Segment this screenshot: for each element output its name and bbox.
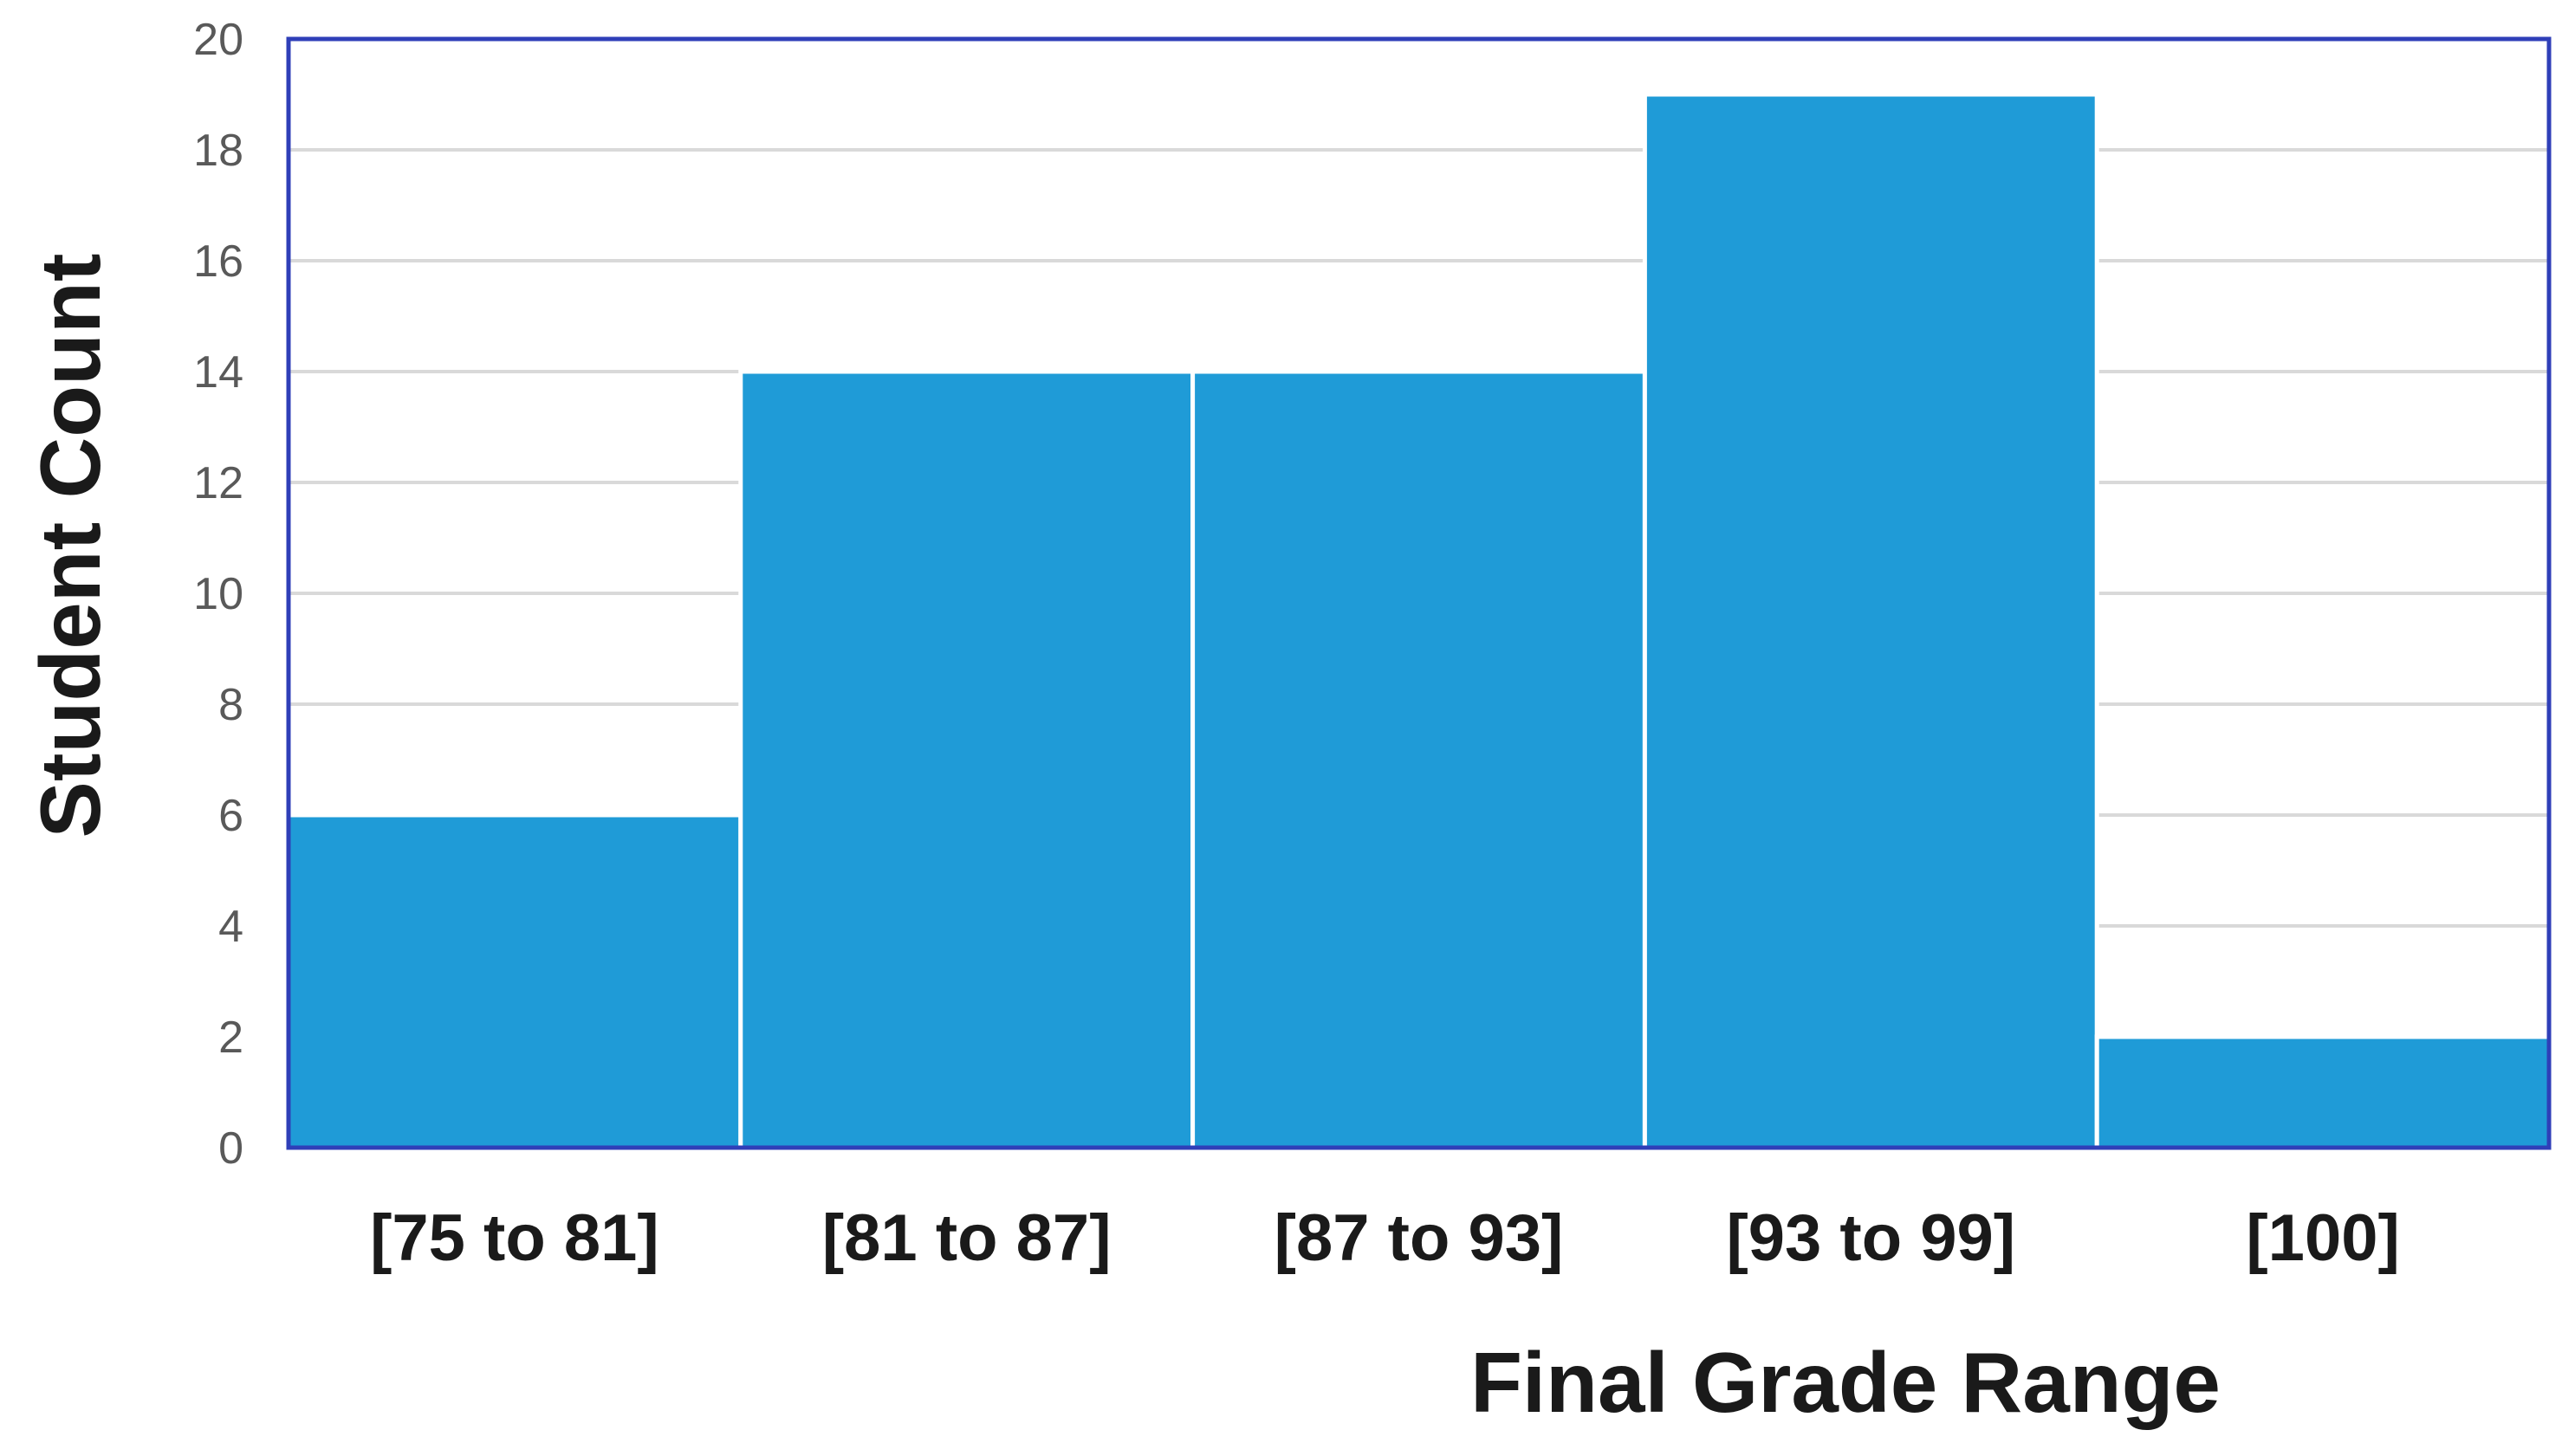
y-tick-label: 10 <box>193 569 243 619</box>
plot-frame <box>286 36 2552 1150</box>
y-tick-label: 8 <box>218 680 243 730</box>
bar-2 <box>738 369 1196 1150</box>
y-tick-label: 20 <box>193 15 243 65</box>
y-tick-label: 0 <box>218 1123 243 1174</box>
bar-5 <box>2094 1034 2552 1150</box>
x-category-label: [75 to 81] <box>370 1201 659 1275</box>
x-category-labels: [75 to 81] [81 to 87] [87 to 93] [93 to 99]… <box>370 1201 2400 1275</box>
y-tick-labels: 0 2 4 6 8 10 12 14 16 18 20 <box>193 15 243 1174</box>
y-tick-label: 4 <box>218 902 243 952</box>
y-tick-label: 6 <box>218 791 243 841</box>
y-tick-label: 16 <box>193 236 243 287</box>
y-tick-label: 2 <box>218 1013 243 1063</box>
x-category-label: [93 to 99] <box>1726 1201 2015 1275</box>
x-category-label: [87 to 93] <box>1275 1201 1564 1275</box>
bar-1 <box>286 812 743 1150</box>
y-tick-label: 14 <box>193 347 243 398</box>
bar-4 <box>1642 92 2099 1150</box>
y-tick-label: 12 <box>193 458 243 508</box>
bar-3 <box>1190 369 1647 1150</box>
bars <box>286 92 2552 1150</box>
y-tick-label: 18 <box>193 126 243 176</box>
x-category-label: [100] <box>2246 1201 2399 1275</box>
y-axis-title: Student Count <box>23 254 118 838</box>
x-axis-title: Final Grade Range <box>1470 1335 2221 1430</box>
x-category-label: [81 to 87] <box>822 1201 1112 1275</box>
